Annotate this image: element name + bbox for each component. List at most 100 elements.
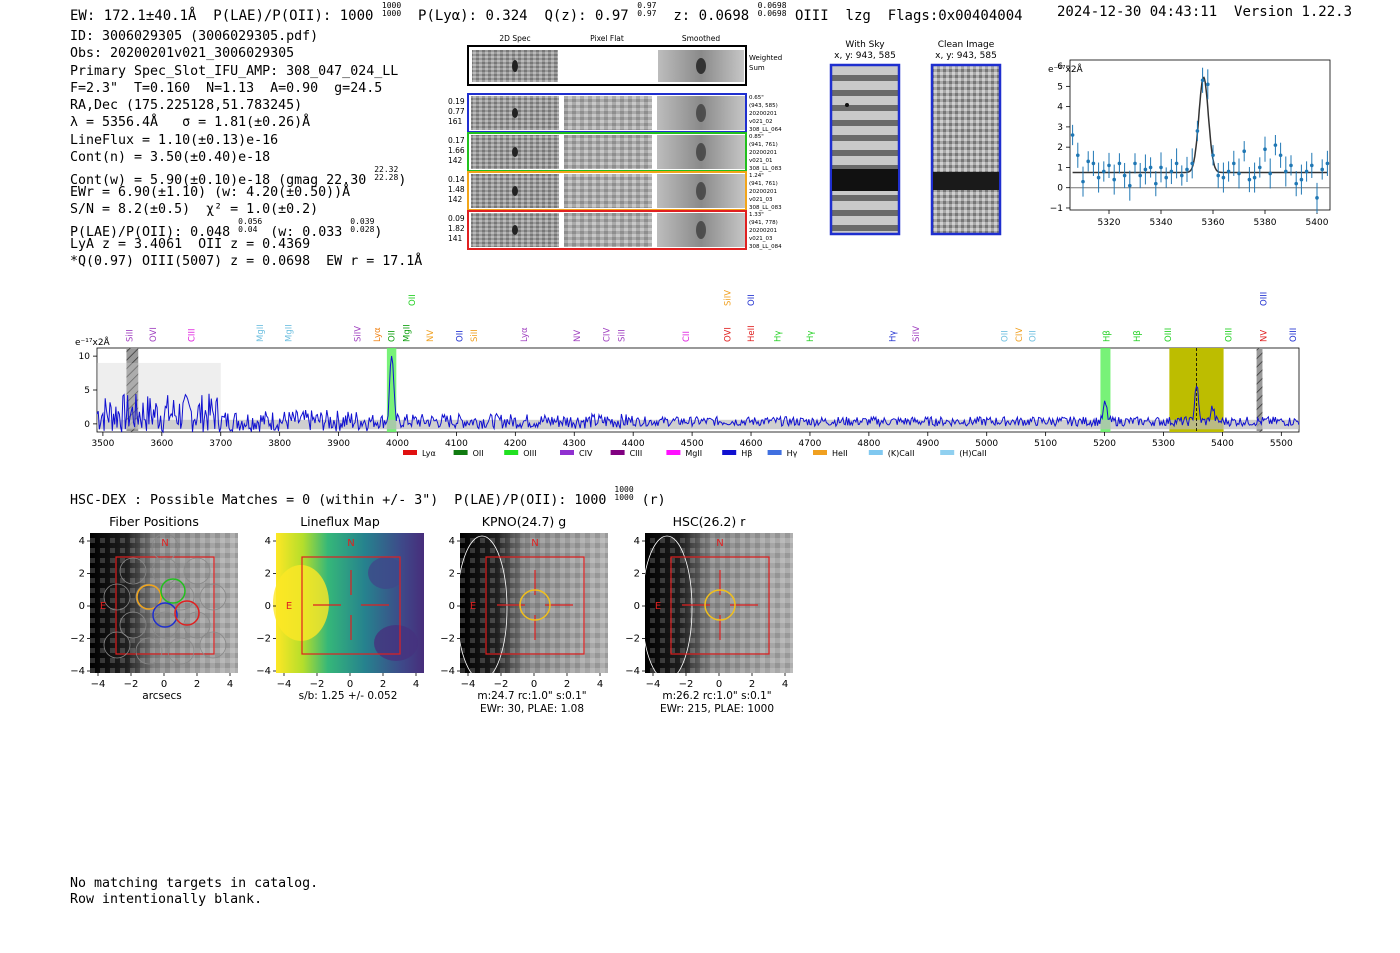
- fiber-circle: [151, 611, 179, 639]
- fit-data-point: [1310, 163, 1314, 168]
- fit-data-point: [1299, 177, 1304, 182]
- panel-caption: m:26.2 rc:1.0" s:0.1": [662, 690, 771, 702]
- spec-line-label: Hβ: [1102, 330, 1112, 342]
- panel-title: KPNO(24.7) g: [482, 514, 566, 529]
- cutout-row-meta: (941, 778): [749, 220, 778, 226]
- info-lambda: λ = 5356.4Å σ = 1.81(±0.26)Å: [70, 115, 311, 131]
- cutout-row-meta: 20200201: [749, 189, 777, 195]
- legend-label: HeII: [832, 449, 848, 458]
- spec-xtick-label: 4800: [857, 439, 880, 449]
- fit-xtick-label: 5340: [1150, 218, 1173, 228]
- panel-xtick-label: 0: [161, 679, 167, 690]
- qz-value: Q(z): 0.97 0.97 0.97: [544, 1, 657, 25]
- timestamp-version: 2024-12-30 04:43:11 Version 1.22.3: [1057, 4, 1352, 20]
- spec-xtick-label: 5400: [1211, 439, 1234, 449]
- aperture-circle: [704, 589, 736, 621]
- spec-line-label: OVI: [149, 327, 159, 342]
- panel-xtick-label: 2: [380, 679, 386, 690]
- line-name: OIII: [794, 8, 829, 24]
- panel-aperture-box: [115, 556, 215, 655]
- spec-highlight-band: [126, 348, 139, 432]
- legend-swatch: [610, 450, 625, 455]
- panel-ytick-label: −2: [440, 634, 455, 645]
- fiber-circle: [103, 583, 131, 611]
- panel-xtick-label: 4: [227, 679, 233, 690]
- cutout-row-meta: v021_02: [749, 119, 773, 125]
- panel-ytick-label: 2: [79, 569, 85, 580]
- spec-highlight-band: [386, 348, 397, 432]
- fit-data-point: [1122, 173, 1127, 178]
- info-id: ID: 3006029305 (3006029305.pdf): [70, 29, 319, 44]
- fit-data-point: [1252, 175, 1257, 180]
- legend-label: Lyα: [422, 449, 436, 458]
- spec-xtick-label: 4700: [798, 439, 821, 449]
- spec-line-label: SiII: [470, 329, 480, 342]
- fit-data-point: [1304, 169, 1309, 174]
- info-slot: Primary Spec_Slot_IFU_AMP: 308_047_024_L…: [70, 63, 399, 79]
- spec-ytick-label: 0: [84, 420, 90, 430]
- fiber-circle: [183, 557, 211, 585]
- panel-ytick-label: 2: [634, 569, 640, 580]
- fit-data-point: [1117, 161, 1122, 166]
- fit-data-point: [1102, 169, 1106, 174]
- spec-line-label: OIII: [1289, 328, 1299, 342]
- spec-line-label: SiII: [617, 329, 627, 342]
- fiber-circle: [135, 637, 163, 665]
- panel-ytick-label: 0: [449, 601, 455, 612]
- cutout-row-meta: v021_03: [749, 236, 773, 242]
- fit-ytick-label: 5: [1057, 82, 1063, 92]
- aperture-circle: [519, 589, 551, 621]
- panel-ytick-label: −2: [625, 634, 640, 645]
- fit-data-point: [1112, 177, 1116, 182]
- panel-caption: arcsecs: [142, 690, 181, 702]
- cutout-row-meta: 308_LL_083: [749, 205, 782, 211]
- legend-swatch: [403, 450, 417, 455]
- spec-line-label: Lyα: [373, 327, 383, 342]
- legend-swatch: [813, 450, 827, 455]
- fit-ytick-label: 0: [1057, 184, 1063, 194]
- ew-value: EW: 172.1±40.1Å: [70, 8, 197, 24]
- cutout-row-stat: 142: [448, 195, 463, 204]
- fit-data-point: [1091, 161, 1096, 166]
- panel-ytick-label: 4: [79, 536, 85, 547]
- spec-line-label: OIII: [1164, 328, 1174, 342]
- spec-line-label: MgII: [284, 324, 294, 342]
- spec-xtick-label: 3600: [150, 439, 173, 449]
- imaging-panels: Fiber Positions N E −4 4 −2 2 0 0 2 −2 4 −4 arcsecs Li…: [70, 514, 793, 715]
- galaxy-ellipse: [456, 535, 508, 681]
- fit-data-point: [1086, 159, 1090, 164]
- legend-swatch: [722, 450, 737, 455]
- fiber-circle: [167, 583, 195, 611]
- info-contw: Cont(w) = 5.90(±0.10)e-18 (gmag 22.30 22…: [70, 165, 407, 189]
- info-q: *Q(0.97) OIII(5007) z = 0.0698 EW r = 17…: [70, 253, 423, 269]
- spec-xtick-label: 5300: [1152, 439, 1175, 449]
- panel-xtick-label: 4: [413, 679, 419, 690]
- panel-aperture-box: [670, 556, 770, 655]
- fit-data-point: [1174, 161, 1179, 166]
- fit-data-point: [1143, 167, 1148, 172]
- spec-xtick-label: 4300: [563, 439, 586, 449]
- legend-swatch: [767, 450, 782, 455]
- legend-swatch: [868, 450, 883, 455]
- fit-xtick-label: 5400: [1306, 218, 1329, 228]
- fit-ytick-label: 4: [1057, 103, 1063, 113]
- fit-data-point: [1107, 163, 1111, 168]
- spec-xtick-label: 4900: [916, 439, 939, 449]
- panel-xtick-label: 4: [782, 679, 788, 690]
- fit-xtick-label: 5320: [1098, 218, 1121, 228]
- panel-xtick-label: 0: [347, 679, 353, 690]
- weighted-label-2: Sum: [749, 64, 765, 72]
- catalog-note-2: Row intentionally blank.: [70, 891, 263, 907]
- panel-xtick-label: −2: [679, 679, 694, 690]
- z-value: z: 0.0698 0.0698 0.0698: [673, 1, 787, 25]
- legend-label: CIV: [579, 449, 593, 458]
- weighted-sum-row: Weighted Sum: [467, 45, 782, 86]
- fit-data-point: [1226, 169, 1231, 174]
- cutout-row-meta: 1.24": [749, 173, 764, 179]
- clean-image: [930, 63, 1002, 236]
- cutout-row-stat: 0.14: [448, 175, 465, 184]
- fit-data-point: [1138, 173, 1142, 178]
